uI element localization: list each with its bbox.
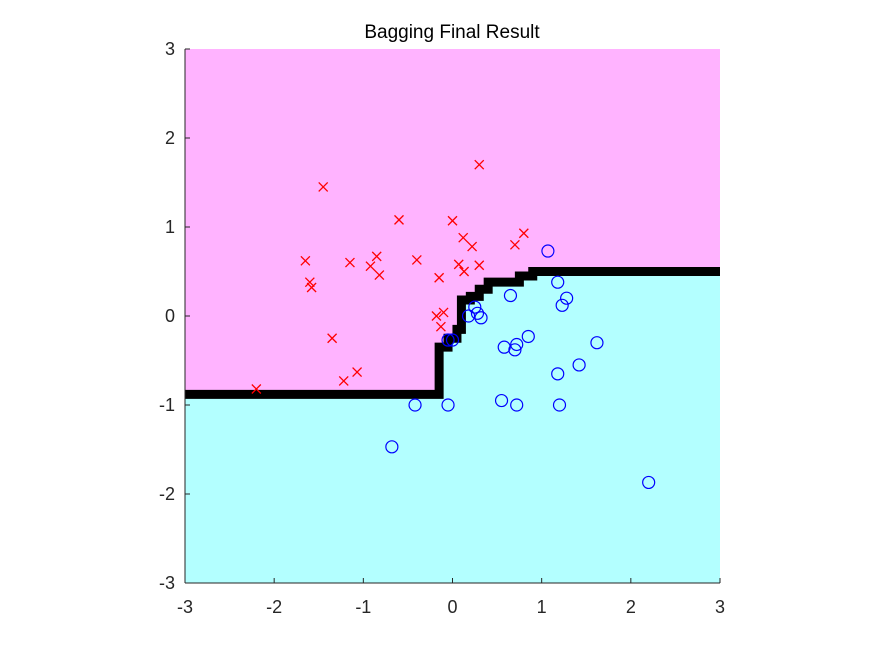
x-tick-label: 1	[537, 597, 547, 617]
x-marker-point	[304, 277, 315, 288]
o-marker-point	[441, 398, 455, 412]
x-marker-point	[344, 257, 355, 268]
o-marker-point	[551, 367, 565, 381]
x-marker-point	[434, 272, 445, 283]
x-marker-point	[458, 232, 469, 243]
o-marker-point	[445, 333, 460, 347]
o-marker-point	[474, 311, 488, 325]
o-marker-point	[510, 398, 524, 412]
x-tick-label: 0	[447, 597, 457, 617]
axes	[184, 48, 721, 584]
o-marker-point	[510, 337, 524, 352]
o-marker-point	[521, 329, 535, 344]
x-marker-point	[431, 311, 442, 321]
y-tick-label: 2	[165, 128, 175, 148]
x-tick-label: -3	[177, 597, 193, 617]
o-marker-point	[508, 343, 522, 357]
x-marker-point	[459, 266, 470, 277]
x-marker-point	[306, 282, 317, 293]
y-tick-label: 0	[165, 306, 175, 326]
x-marker-point	[474, 260, 485, 271]
x-marker-point	[411, 254, 422, 265]
x-marker-point	[518, 228, 529, 239]
x-marker-point	[352, 367, 363, 378]
o-marker-point	[503, 288, 518, 303]
x-marker-point	[318, 181, 329, 192]
o-marker-point	[408, 398, 422, 412]
x-marker-point	[467, 241, 478, 252]
y-tick-label: 3	[165, 39, 175, 59]
o-marker-point	[572, 358, 586, 372]
y-tick-label: -3	[159, 573, 175, 593]
o-marker-point	[590, 336, 604, 350]
x-marker-point	[435, 321, 446, 332]
o-marker-point	[441, 333, 455, 347]
o-marker-point	[461, 309, 476, 323]
x-tick-label: -1	[355, 597, 371, 617]
o-marker-point	[552, 398, 567, 412]
o-marker-point	[497, 340, 511, 354]
x-marker-point	[394, 214, 404, 225]
x-marker-point	[447, 215, 458, 226]
o-marker-point	[642, 475, 656, 490]
o-marker-point	[494, 393, 509, 408]
x-marker-point	[374, 270, 385, 281]
chart-title: Bagging Final Result	[364, 22, 540, 43]
o-marker-point	[470, 306, 485, 320]
x-marker-point	[338, 376, 349, 386]
o-marker-point	[555, 298, 569, 312]
x-tick-label: -2	[266, 597, 282, 617]
x-marker-point	[365, 261, 376, 272]
x-marker-point	[474, 159, 485, 170]
x-tick-label: 3	[715, 597, 725, 617]
x-tick-labels: -3 -2 -1 0 1 2 3	[177, 597, 725, 617]
y-tick-label: -2	[159, 484, 175, 504]
x-marker-point	[438, 307, 449, 318]
o-marker-point	[560, 291, 574, 305]
x-marker-point	[509, 239, 520, 250]
x-marker-point	[251, 384, 262, 394]
x-tick-label: 2	[626, 597, 636, 617]
x-marker-point	[327, 333, 338, 344]
plot-area: -3 -2 -1 0 1 2 3 -3 -2 -1 0 1 2 3	[159, 39, 725, 617]
o-marker-point	[541, 244, 555, 258]
x-marker-point	[300, 255, 311, 266]
x-marker-point	[371, 251, 382, 262]
o-marker-point	[551, 275, 565, 289]
y-tick-label: 1	[165, 217, 175, 237]
o-marker-point	[385, 440, 399, 454]
data-markers	[251, 159, 656, 490]
x-marker-point	[453, 259, 464, 270]
y-tick-labels: -3 -2 -1 0 1 2 3	[159, 39, 175, 593]
y-tick-label: -1	[159, 395, 175, 415]
o-marker-point	[468, 300, 482, 314]
